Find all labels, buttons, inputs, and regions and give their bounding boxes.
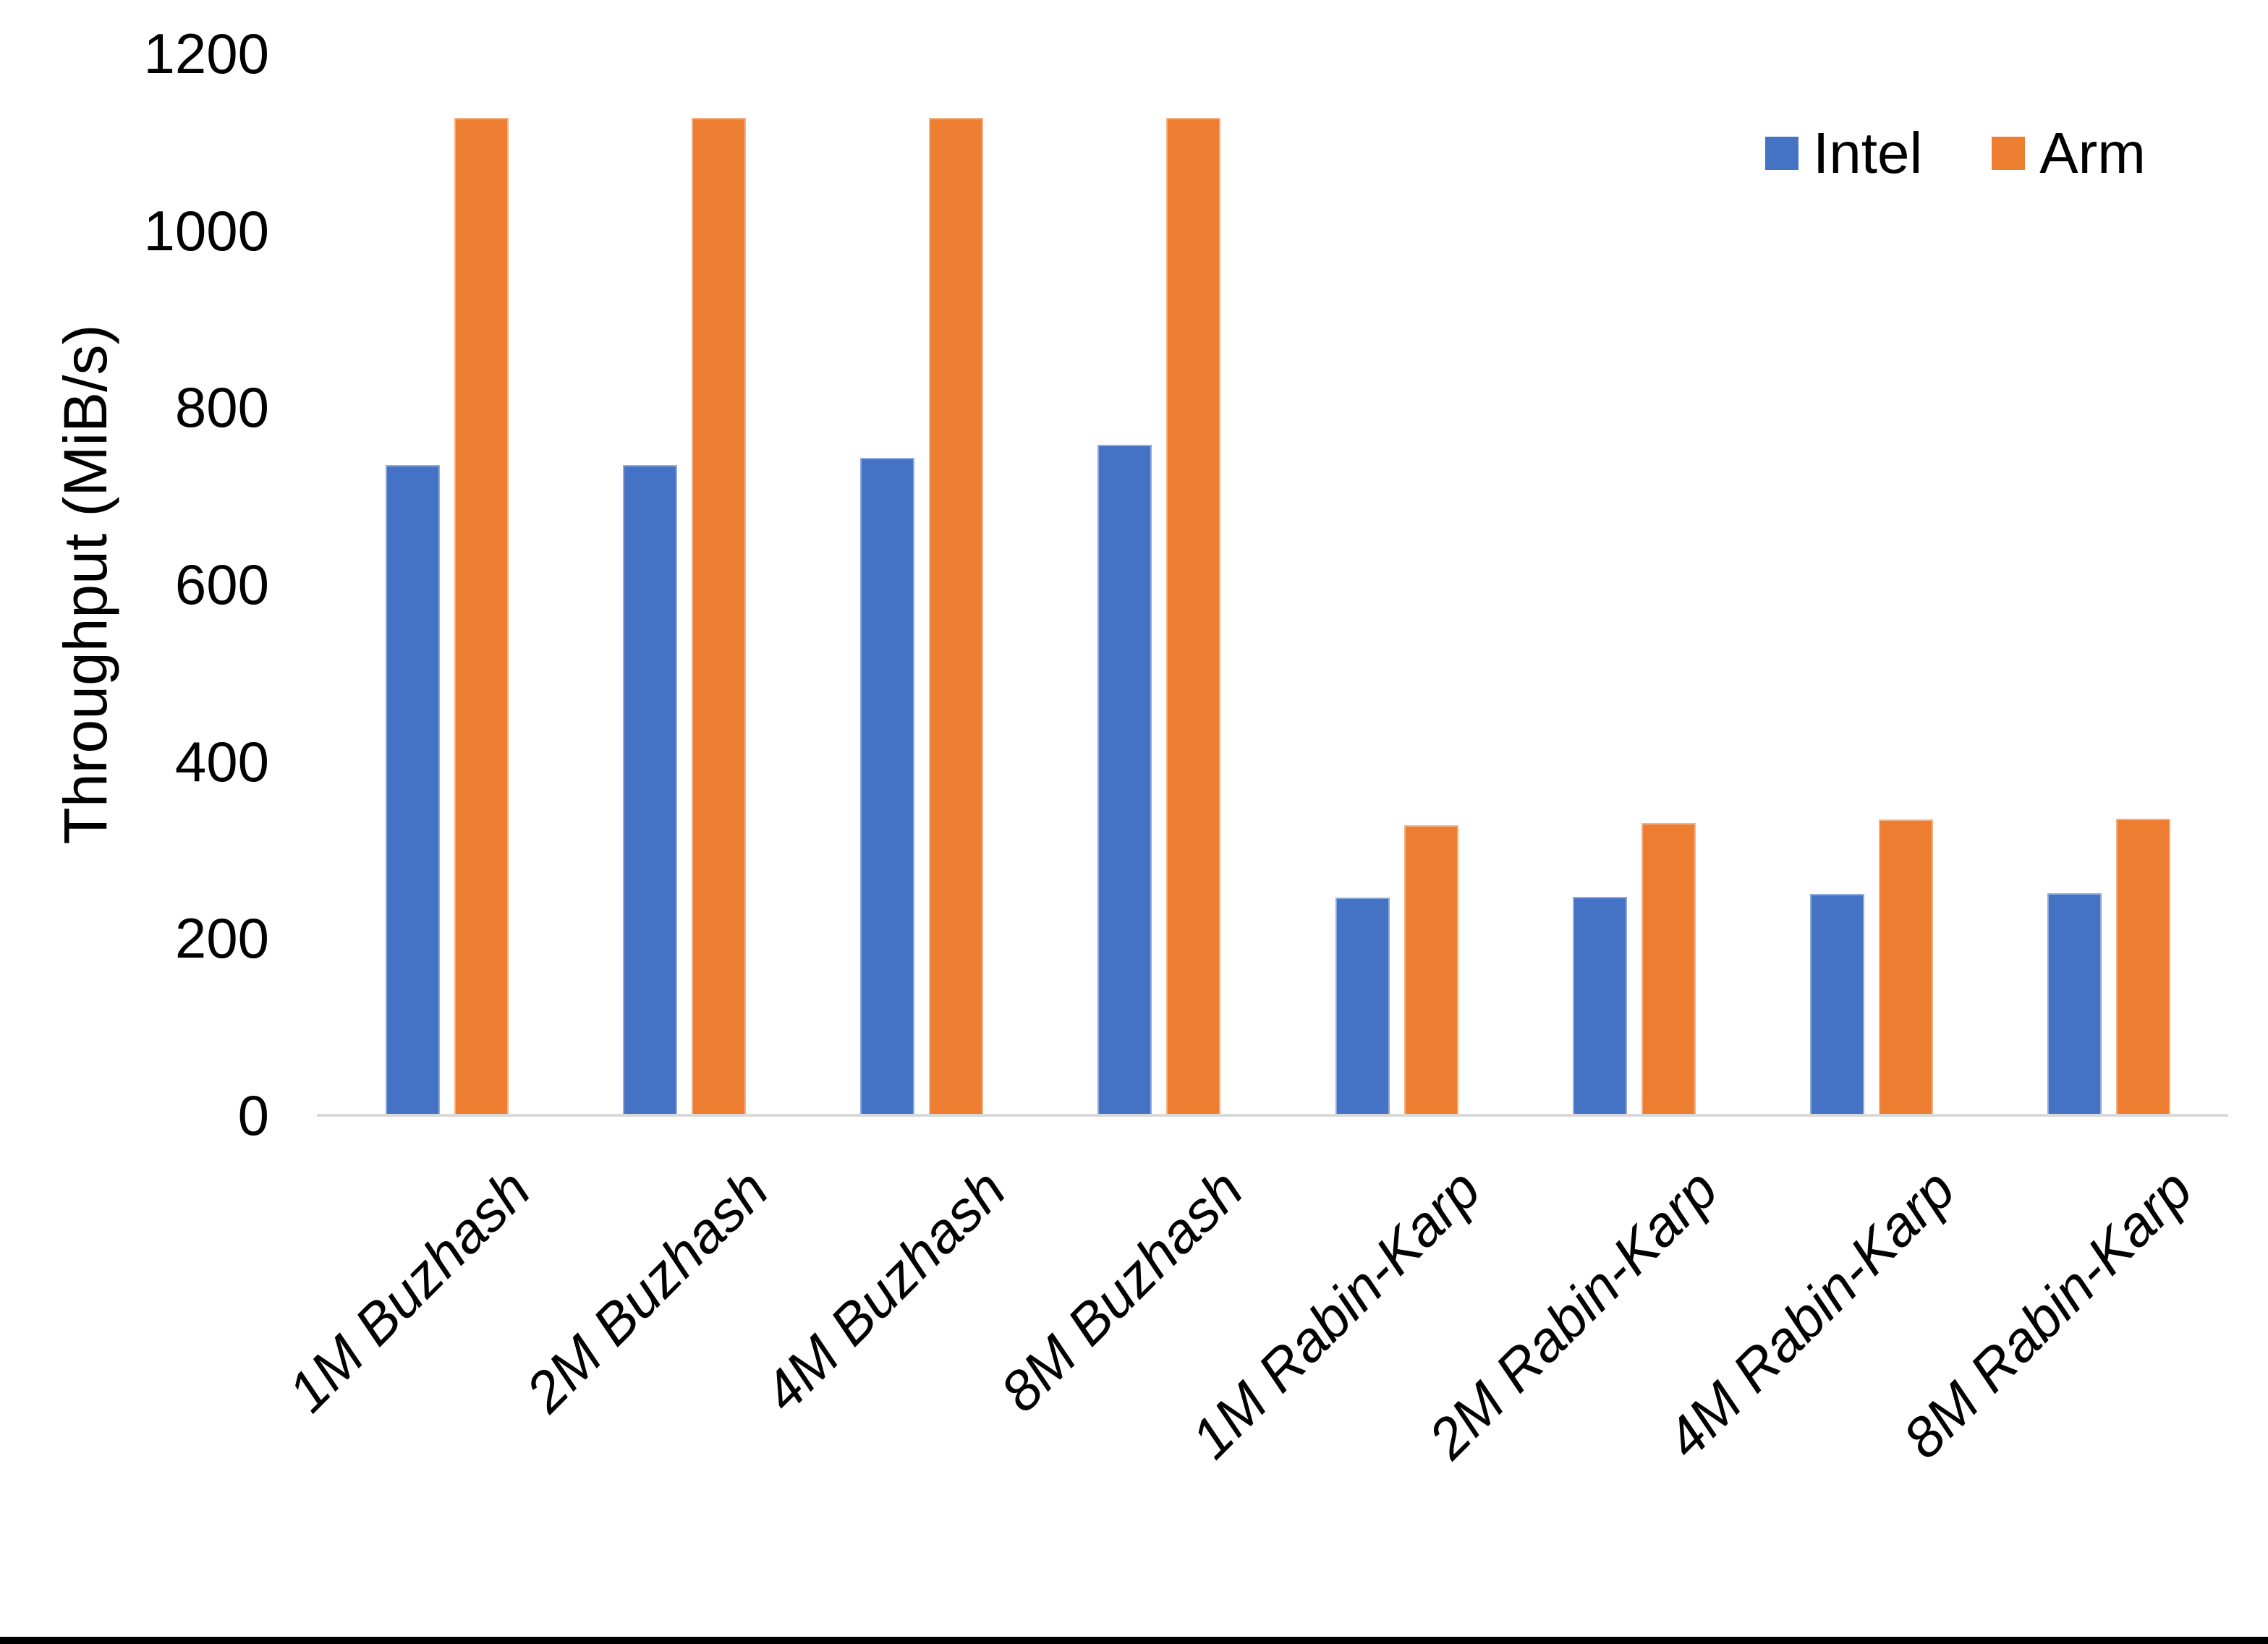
legend-label: Arm [2039,121,2146,185]
y-tick-label: 1000 [143,198,269,263]
x-axis-label: 2M Buzhash [513,1157,781,1424]
bar-intel-8m-rabin-karp [2047,893,2102,1115]
legend-swatch-icon [1992,137,2026,170]
bar-intel-1m-rabin-karp [1335,898,1390,1115]
x-axis-label: 1M Buzhash [276,1157,543,1424]
x-axis-label: 8M Buzhash [988,1157,1255,1424]
bar-arm-1m-rabin-karp [1403,825,1458,1115]
bar-arm-8m-rabin-karp [2115,819,2170,1115]
bar-intel-4m-rabin-karp [1809,894,1864,1115]
bar-intel-8m-buzhash [1097,444,1152,1115]
y-tick-label: 800 [174,375,269,440]
bar-arm-2m-rabin-karp [1641,823,1696,1115]
y-tick-label: 1200 [143,22,269,85]
bar-arm-4m-rabin-karp [1878,819,1933,1115]
x-axis-line [317,1114,2228,1117]
bar-intel-2m-buzhash [623,464,678,1115]
bar-intel-2m-rabin-karp [1572,896,1627,1115]
bottom-border [0,1637,2268,1644]
y-tick-label: 200 [174,906,269,971]
y-tick-label: 600 [174,553,269,616]
legend-label: Intel [1813,121,1923,185]
legend-item-intel: Intel [1765,124,1922,182]
y-tick-label: 0 [237,1083,269,1147]
bar-arm-4m-buzhash [929,118,984,1115]
bar-intel-1m-buzhash [386,464,440,1115]
plot-area [317,54,2228,1117]
bar-arm-1m-buzhash [454,118,509,1115]
legend-swatch-icon [1765,137,1798,170]
legend: Intel Arm [1765,124,2146,182]
bar-arm-2m-buzhash [692,118,747,1115]
y-tick-label: 400 [174,729,269,793]
legend-item-arm: Arm [1992,124,2146,182]
bar-arm-8m-buzhash [1166,118,1221,1115]
bar-intel-4m-buzhash [860,458,915,1115]
x-axis-label: 4M Buzhash [750,1157,1018,1424]
